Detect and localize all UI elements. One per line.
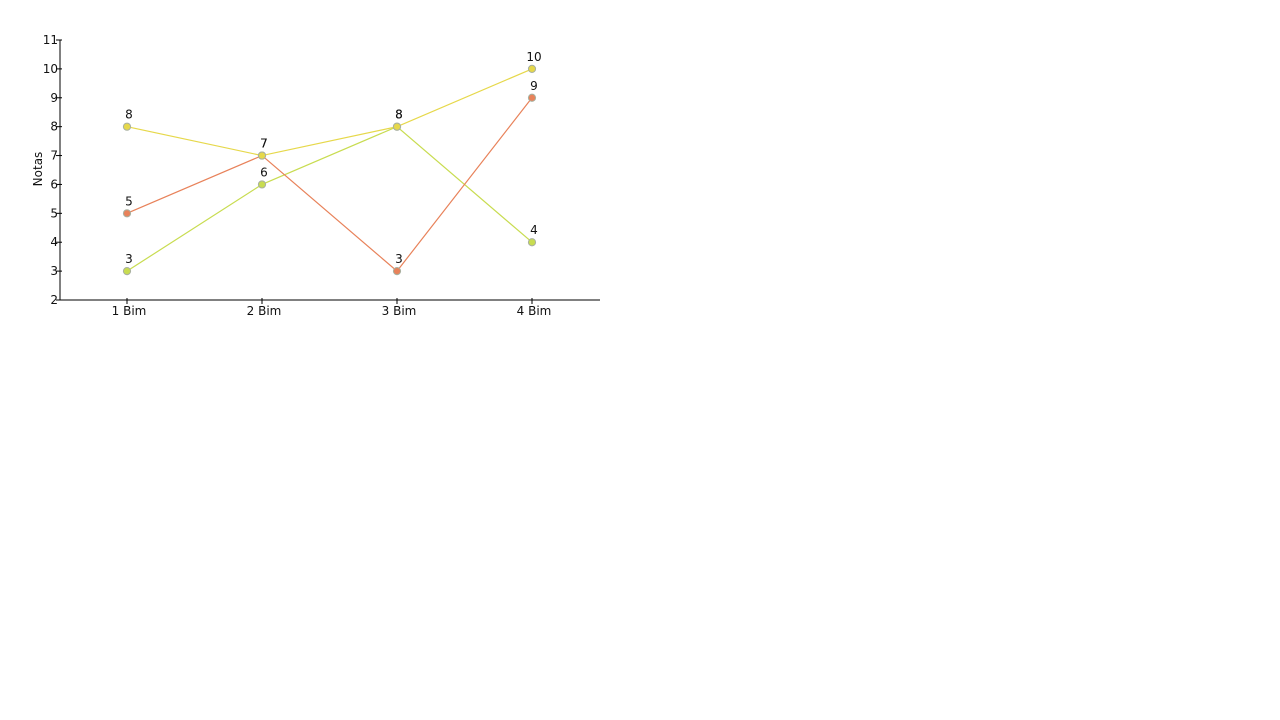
data-point xyxy=(527,93,537,102)
data-label: 3 xyxy=(395,252,403,266)
y-tick-label: 11 xyxy=(43,33,58,47)
data-point xyxy=(122,267,132,276)
data-label: 8 xyxy=(125,108,133,122)
y-tick-label: 5 xyxy=(50,206,58,220)
series-line xyxy=(126,68,533,157)
data-point xyxy=(527,64,537,73)
y-tick-label: 10 xyxy=(43,62,58,76)
data-label: 5 xyxy=(125,194,133,208)
y-tick-label: 6 xyxy=(50,177,58,191)
data-point xyxy=(527,238,537,247)
data-point xyxy=(257,180,267,189)
data-label: 7 xyxy=(260,137,268,151)
data-point xyxy=(122,209,132,218)
data-point xyxy=(257,151,267,160)
y-tick-label: 7 xyxy=(50,149,58,163)
x-tick-label: 1 Bim xyxy=(112,304,147,318)
data-point xyxy=(122,122,132,131)
series-line xyxy=(126,97,533,272)
data-label: 8 xyxy=(395,108,403,122)
series-layer xyxy=(122,64,537,276)
data-label: 8 xyxy=(395,108,403,122)
y-tick-label: 8 xyxy=(50,120,58,134)
data-point xyxy=(392,267,402,276)
y-tick-label: 2 xyxy=(50,293,58,307)
data-label: 6 xyxy=(260,165,268,179)
x-tick-label: 4 Bim xyxy=(517,304,552,318)
y-axis-title: Notas xyxy=(31,152,45,187)
x-tick-label: 2 Bim xyxy=(247,304,282,318)
y-axis: 2 3 4 5 6 7 8 9 10 11 xyxy=(43,33,62,307)
x-axis: 1 Bim 2 Bim 3 Bim 4 Bim xyxy=(60,298,600,318)
data-label: 7 xyxy=(260,137,268,151)
y-tick-label: 4 xyxy=(50,235,58,249)
x-tick-label: 3 Bim xyxy=(382,304,417,318)
y-tick-label: 9 xyxy=(50,91,58,105)
data-label: 4 xyxy=(530,223,538,237)
data-label: 3 xyxy=(125,252,133,266)
y-tick-label: 3 xyxy=(50,264,58,278)
series-line xyxy=(126,125,533,272)
data-point xyxy=(392,122,402,131)
data-label: 10 xyxy=(526,50,541,64)
data-label: 9 xyxy=(530,79,538,93)
